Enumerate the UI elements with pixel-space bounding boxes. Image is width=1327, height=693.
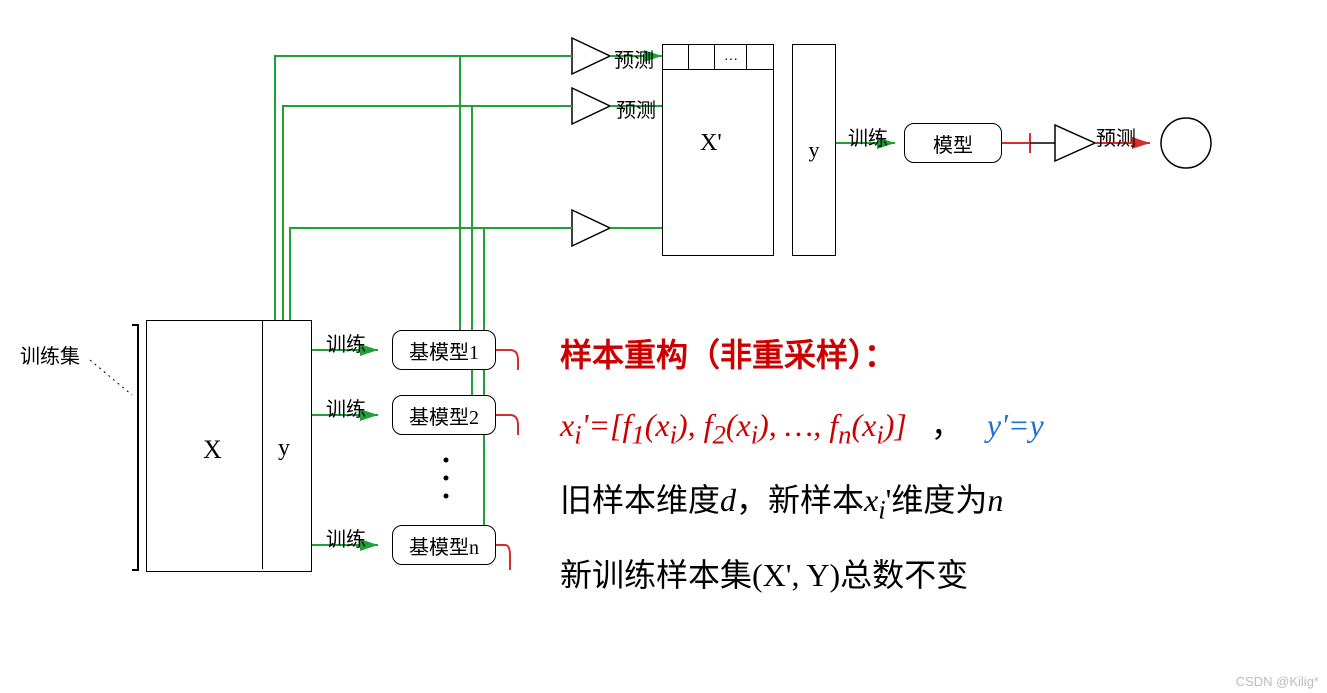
train-lbl-2: 训练: [326, 393, 366, 422]
base-model-n: 基模型n: [392, 525, 496, 565]
train-lbl-1: 训练: [326, 328, 366, 357]
l3n: n: [987, 482, 1003, 518]
fxo2: (x: [726, 407, 751, 443]
predict-lbl-2: 预测: [616, 94, 656, 123]
fxc1: ),: [677, 407, 704, 443]
l3b: ，新样本: [736, 482, 864, 518]
base-model-n-label: 基模型n: [409, 531, 479, 560]
Xprime-cell-n: [746, 44, 774, 70]
predict-lbl-meta: 预测: [1096, 122, 1136, 151]
watermark: CSDN @Kilig*: [1236, 674, 1319, 689]
l3i: i: [878, 494, 885, 524]
formula-line: xi'=[f1(xi), f2(xi), …, fn(xi)] ， y'=y: [560, 400, 1044, 450]
xy-divider: [262, 321, 263, 569]
l3a: 旧样本维度: [560, 482, 720, 518]
base-model-2: 基模型2: [392, 395, 496, 435]
y-box-label: y: [809, 137, 820, 163]
fxi1: i: [670, 419, 677, 449]
fx-i: i: [574, 419, 581, 449]
y-label: y: [278, 435, 290, 462]
fns: n: [838, 419, 851, 449]
l3d: d: [720, 482, 736, 518]
title-text: 样本重构（非重采样）：: [560, 330, 1310, 376]
yprime: y'=y: [987, 407, 1044, 443]
Xprime-cell-1: [662, 44, 690, 70]
train-lbl-meta: 训练: [848, 122, 888, 151]
fx-x: x: [560, 407, 574, 443]
line4: 新训练样本集(X', Y)总数不变: [560, 550, 968, 596]
yprime-box: y: [792, 44, 836, 256]
Xprime-label: X': [700, 130, 722, 157]
f2s: 2: [713, 419, 726, 449]
fclose: )]: [884, 407, 907, 443]
fn: f: [829, 407, 838, 443]
f1s: 1: [631, 419, 644, 449]
Xprime-cell-ell: …: [714, 44, 748, 70]
train-lbl-n: 训练: [326, 523, 366, 552]
fxc2: ),: [758, 407, 785, 443]
predict-lbl-1: 预测: [614, 44, 654, 73]
l3c: '维度为: [886, 482, 988, 518]
trainset-label: 训练集: [20, 340, 80, 369]
comma: ，: [931, 407, 963, 443]
meta-model-label: 模型: [933, 129, 973, 158]
base-model-2-label: 基模型2: [409, 401, 479, 430]
fx-eq: '=[: [582, 407, 623, 443]
fell: …,: [785, 407, 829, 443]
X-label: X: [203, 435, 222, 465]
f2: f: [704, 407, 713, 443]
l3x: x: [864, 482, 878, 518]
base-model-1: 基模型1: [392, 330, 496, 370]
fxi2: i: [751, 419, 758, 449]
fxin: i: [876, 419, 883, 449]
diagram-canvas: X y 训练集 训练 训练 训练 基模型1 基模型2 基模型n 预测 预测 … …: [0, 0, 1327, 693]
fxon: (x: [851, 407, 876, 443]
base-model-1-label: 基模型1: [409, 336, 479, 365]
cell-ellipsis: …: [724, 49, 738, 65]
meta-model: 模型: [904, 123, 1002, 163]
Xprime-cell-2: [688, 44, 716, 70]
line3: 旧样本维度d，新样本xi'维度为n: [560, 475, 1003, 525]
fxo1: (x: [645, 407, 670, 443]
